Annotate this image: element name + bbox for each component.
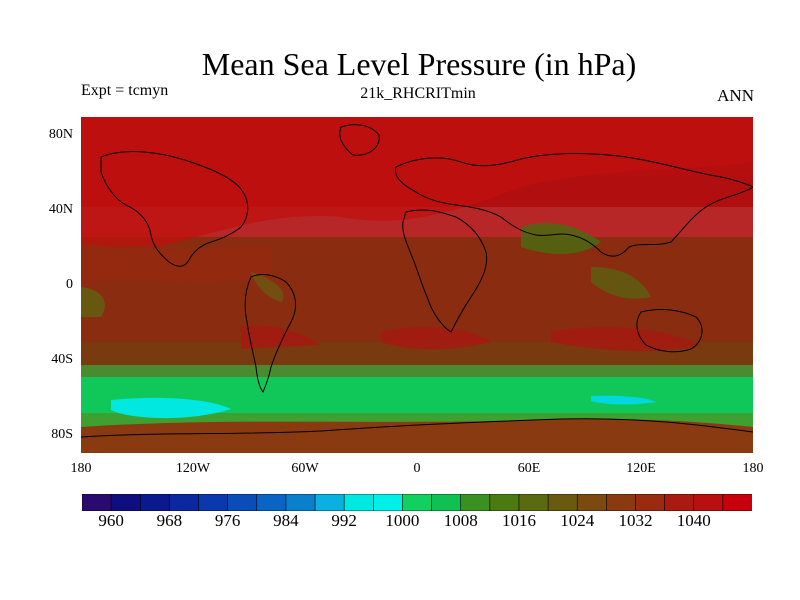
region-pacific-low bbox=[81, 287, 105, 317]
region-south-pacific-high bbox=[241, 325, 321, 349]
region-south-atlantic-high bbox=[381, 326, 491, 350]
colorbar-swatch bbox=[576, 494, 608, 511]
south-america-outline bbox=[244, 274, 297, 393]
colorbar-swatch bbox=[256, 494, 287, 511]
lon-tick-label: 180 bbox=[70, 461, 92, 476]
lat-tick-label: 80N bbox=[48, 127, 73, 142]
lat-tick-label: 40S bbox=[51, 352, 73, 367]
colorbar bbox=[82, 494, 752, 511]
colorbar-swatch bbox=[169, 494, 200, 511]
coastlines bbox=[81, 124, 753, 438]
colorbar-tick-label: 968 bbox=[156, 511, 183, 530]
colorbar-tick-label: 960 bbox=[98, 511, 124, 530]
region-northern-high bbox=[81, 117, 753, 247]
colorbar-swatch bbox=[635, 494, 666, 511]
region-maritime-low bbox=[591, 267, 651, 299]
greenland-outline bbox=[339, 124, 380, 156]
colorbar-tick-label: 984 bbox=[273, 511, 299, 530]
colorbar-swatch bbox=[489, 494, 520, 511]
colorbar-swatch bbox=[110, 494, 142, 511]
colorbar-swatch bbox=[460, 494, 491, 511]
run-label: 21k_RHCRITmin bbox=[360, 85, 476, 102]
colorbar-swatch bbox=[606, 494, 637, 511]
colorbar-tick-label: 992 bbox=[331, 511, 357, 530]
africa-outline bbox=[402, 209, 488, 333]
region-north-pacific bbox=[81, 242, 271, 282]
region-amazon-low bbox=[251, 272, 284, 302]
colorbar-swatch bbox=[227, 494, 258, 511]
lat-tick-label: 80S bbox=[51, 427, 73, 442]
colorbar-tick-label: 1000 bbox=[385, 511, 420, 530]
experiment-label: Expt = tcmyn bbox=[81, 82, 169, 99]
lon-tick-label: 60W bbox=[291, 461, 319, 476]
colorbar-swatch bbox=[664, 494, 695, 511]
season-label: ANN bbox=[717, 86, 754, 105]
colorbar-tick-label: 1032 bbox=[618, 511, 653, 530]
colorbar-swatch bbox=[285, 494, 316, 511]
colorbar-tick-label: 976 bbox=[214, 511, 241, 530]
eurasia-outline bbox=[394, 152, 753, 257]
north-america-outline bbox=[100, 151, 249, 267]
colorbar-swatch bbox=[343, 494, 375, 511]
colorbar-tick-label: 1016 bbox=[501, 511, 536, 530]
colorbar-swatch bbox=[547, 494, 579, 511]
colorbar-swatch bbox=[431, 494, 462, 511]
colorbar-swatch bbox=[314, 494, 345, 511]
region-low-pressure-core-east bbox=[591, 395, 656, 405]
colorbar-swatch bbox=[139, 494, 171, 511]
region-antarctic-high bbox=[81, 419, 753, 453]
lon-tick-label: 120E bbox=[626, 461, 656, 476]
lon-tick-label: 60E bbox=[517, 461, 541, 476]
colorbar-swatch bbox=[693, 494, 724, 511]
map-panel bbox=[81, 117, 753, 453]
lon-tick-label: 180 bbox=[742, 461, 764, 476]
lat-tick-label: 0 bbox=[66, 277, 73, 292]
colorbar-tick-label: 1008 bbox=[443, 511, 478, 530]
region-indian-ocean-high bbox=[551, 326, 701, 352]
region-south-asia-low bbox=[521, 222, 601, 254]
colorbar-swatch bbox=[518, 494, 549, 511]
colorbar-swatch bbox=[372, 494, 404, 511]
colorbar-swatch bbox=[402, 494, 433, 511]
colorbar-swatch bbox=[198, 494, 229, 511]
map-title: Mean Sea Level Pressure (in hPa) bbox=[201, 46, 637, 82]
colorbar-swatch bbox=[82, 494, 112, 511]
region-low-pressure-core bbox=[111, 397, 231, 419]
colorbar-tick-label: 1024 bbox=[560, 511, 595, 530]
lat-tick-label: 40N bbox=[48, 202, 73, 217]
pressure-map bbox=[81, 117, 753, 453]
lon-tick-label: 120W bbox=[175, 461, 211, 476]
lon-tick-label: 0 bbox=[413, 461, 421, 476]
antarctica-outline bbox=[81, 418, 753, 438]
australia-outline bbox=[636, 309, 703, 353]
colorbar-tick-label: 1040 bbox=[676, 511, 711, 530]
colorbar-swatch bbox=[722, 494, 752, 511]
